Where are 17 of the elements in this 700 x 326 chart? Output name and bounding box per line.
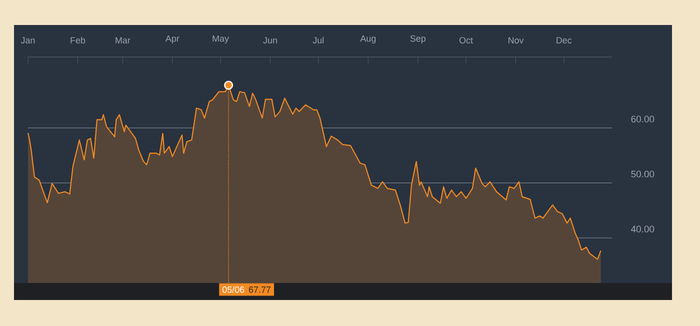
y-tick-label: 50.00 xyxy=(631,170,654,178)
x-tick-label: Nov xyxy=(508,37,524,44)
x-tick-label: Jul xyxy=(312,36,324,44)
x-tick-label: Dec xyxy=(556,37,572,44)
x-tick-label: Jan xyxy=(20,37,35,44)
x-tick-label: Apr xyxy=(165,35,180,44)
y-tick-label: 60.00 xyxy=(631,116,654,122)
x-tick-label: Aug xyxy=(360,35,376,44)
annotation: 05/06 xyxy=(222,286,244,293)
x-tick-label: Feb xyxy=(70,36,86,44)
x-tick-label: Oct xyxy=(459,37,473,44)
x-tick-label: Sep xyxy=(410,35,426,44)
y-tick-label: 40.00 xyxy=(631,226,654,232)
text: 67.77 xyxy=(249,286,271,293)
x-tick-label: Mar xyxy=(116,37,130,44)
x-tick-label: May xyxy=(212,35,229,44)
x-tick-label: Jun xyxy=(263,37,277,44)
